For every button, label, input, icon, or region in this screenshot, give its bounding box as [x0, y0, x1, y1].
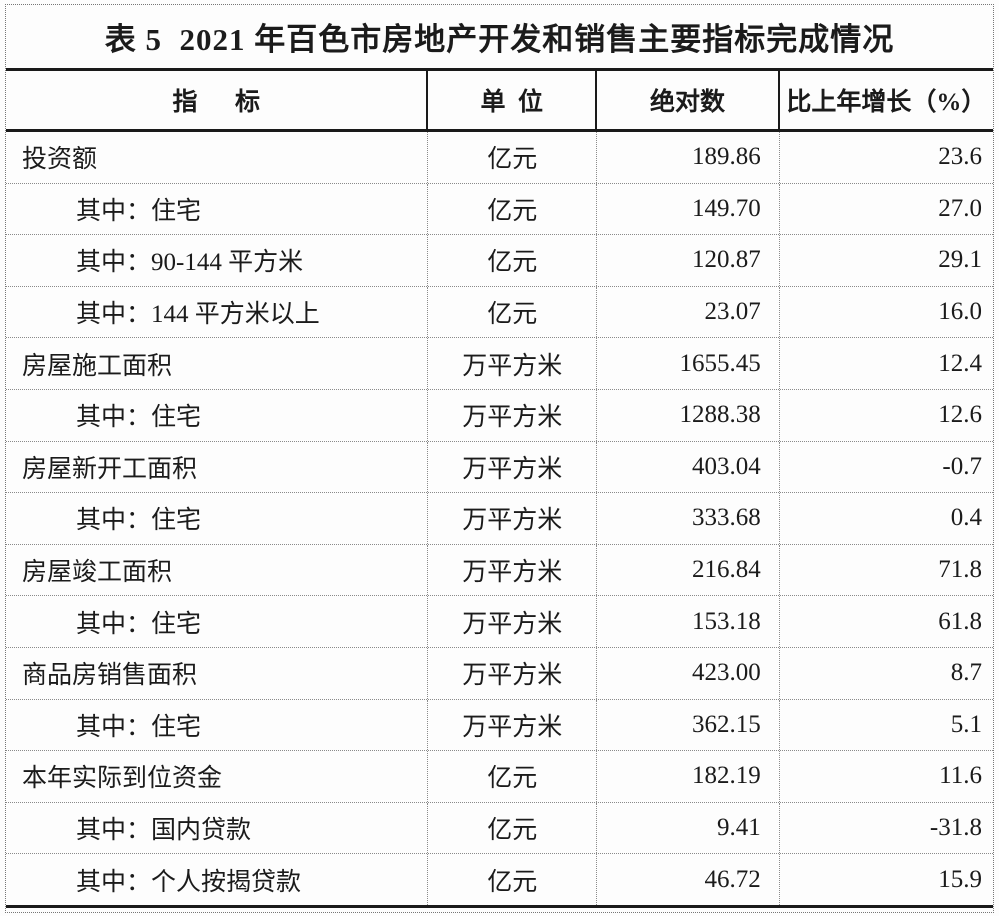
- table-row: 其中：住宅 万平方米 1288.38 12.6: [6, 389, 993, 442]
- absolute-value-cell: 23.07: [597, 286, 780, 338]
- table-row: 房屋竣工面积 万平方米 216.84 71.8: [6, 544, 993, 597]
- growth-value-cell: 15.9: [938, 865, 982, 893]
- table-title: 表 5 2021 年百色市房地产开发和销售主要指标完成情况: [104, 22, 895, 57]
- table-row: 其中：144 平方米以上 亿元 23.07 16.0: [6, 286, 993, 339]
- growth-value-cell: 12.4: [938, 349, 982, 377]
- absolute-value-cell: 153.18: [597, 596, 780, 647]
- header-growth: 比上年增长（%）: [786, 89, 987, 116]
- unit-cell: 万平方米: [428, 338, 598, 389]
- table-row: 其中：国内贷款 亿元 9.41 -31.8: [6, 802, 993, 855]
- unit-cell: 万平方米: [428, 493, 598, 544]
- indicator-cell: 房屋新开工面积: [6, 441, 429, 493]
- unit-cell: 亿元: [428, 183, 598, 235]
- unit-cell: 亿元: [428, 802, 598, 854]
- table-row: 房屋新开工面积 万平方米 403.04 -0.7: [6, 441, 993, 494]
- table-row: 投资额 亿元 189.86 23.6: [6, 132, 993, 184]
- growth-value-cell: -0.7: [942, 452, 982, 480]
- table-outer-frame: 表 5 2021 年百色市房地产开发和销售主要指标完成情况 指 标 单 位 绝对…: [5, 4, 994, 913]
- indicator-cell: 本年实际到位资金: [6, 751, 429, 802]
- indicator-cell: 其中：国内贷款: [6, 802, 429, 854]
- unit-cell: 万平方米: [428, 596, 598, 647]
- unit-cell: 万平方米: [428, 441, 598, 493]
- table-title-row: 表 5 2021 年百色市房地产开发和销售主要指标完成情况: [6, 5, 993, 71]
- header-indicator: 指 标: [6, 71, 429, 129]
- growth-value-cell: 29.1: [938, 246, 982, 274]
- indicator-cell: 房屋竣工面积: [6, 544, 429, 596]
- absolute-value-cell: 333.68: [597, 493, 780, 544]
- growth-value-cell: 5.1: [950, 710, 982, 738]
- unit-cell: 万平方米: [428, 544, 598, 596]
- unit-cell: 亿元: [428, 751, 598, 802]
- absolute-value-cell: 149.70: [597, 183, 780, 235]
- unit-cell: 万平方米: [428, 647, 598, 699]
- growth-value-cell: 12.6: [938, 401, 982, 429]
- absolute-value-cell: 120.87: [597, 235, 780, 286]
- table-row: 本年实际到位资金 亿元 182.19 11.6: [6, 751, 993, 803]
- absolute-value-cell: 9.41: [597, 802, 780, 854]
- table-row: 房屋施工面积 万平方米 1655.45 12.4: [6, 338, 993, 390]
- indicator-cell: 房屋施工面积: [6, 338, 429, 389]
- unit-cell: 亿元: [428, 854, 598, 905]
- growth-value-cell: 71.8: [938, 556, 982, 584]
- indicator-cell: 其中：住宅: [6, 596, 429, 647]
- header-absolute: 绝对数: [597, 71, 780, 129]
- table-body: 投资额 亿元 189.86 23.6 其中：住宅 亿元 149.70 27.0 …: [6, 132, 993, 908]
- indicator-cell: 其中：住宅: [6, 699, 429, 751]
- header-unit: 单 位: [428, 71, 598, 129]
- table-row: 其中：住宅 万平方米 153.18 61.8: [6, 596, 993, 648]
- unit-cell: 万平方米: [428, 389, 598, 441]
- unit-cell: 亿元: [428, 132, 598, 183]
- unit-cell: 亿元: [428, 286, 598, 338]
- table-row: 其中：个人按揭贷款 亿元 46.72 15.9: [6, 854, 993, 905]
- table-row: 其中：住宅 万平方米 362.15 5.1: [6, 699, 993, 752]
- growth-value-cell: 16.0: [938, 298, 982, 326]
- indicator-cell: 其中：90-144 平方米: [6, 235, 429, 286]
- absolute-value-cell: 182.19: [597, 751, 780, 802]
- growth-value-cell: 11.6: [939, 762, 982, 790]
- unit-cell: 亿元: [428, 235, 598, 286]
- indicator-cell: 其中：住宅: [6, 389, 429, 441]
- absolute-value-cell: 362.15: [597, 699, 780, 751]
- growth-value-cell: 8.7: [950, 659, 982, 687]
- table-row: 其中：90-144 平方米 亿元 120.87 29.1: [6, 235, 993, 287]
- table-row: 商品房销售面积 万平方米 423.00 8.7: [6, 647, 993, 700]
- indicator-cell: 其中：144 平方米以上: [6, 286, 429, 338]
- indicator-cell: 商品房销售面积: [6, 647, 429, 699]
- absolute-value-cell: 46.72: [597, 854, 780, 905]
- table-row: 其中：住宅 万平方米 333.68 0.4: [6, 493, 993, 545]
- absolute-value-cell: 216.84: [597, 544, 780, 596]
- table-row: 其中：住宅 亿元 149.70 27.0: [6, 183, 993, 236]
- absolute-value-cell: 423.00: [597, 647, 780, 699]
- indicator-cell: 投资额: [6, 132, 429, 183]
- table-header-row: 指 标 单 位 绝对数 比上年增长（%）: [6, 71, 993, 132]
- absolute-value-cell: 403.04: [597, 441, 780, 493]
- absolute-value-cell: 189.86: [597, 132, 780, 183]
- growth-value-cell: 23.6: [938, 143, 982, 171]
- indicator-cell: 其中：住宅: [6, 183, 429, 235]
- growth-value-cell: 0.4: [950, 504, 982, 532]
- absolute-value-cell: 1288.38: [597, 389, 780, 441]
- absolute-value-cell: 1655.45: [597, 338, 780, 389]
- growth-value-cell: 61.8: [938, 607, 982, 635]
- indicator-cell: 其中：住宅: [6, 493, 429, 544]
- unit-cell: 万平方米: [428, 699, 598, 751]
- growth-value-cell: -31.8: [929, 814, 982, 842]
- indicator-cell: 其中：个人按揭贷款: [6, 854, 429, 905]
- growth-value-cell: 27.0: [938, 194, 982, 222]
